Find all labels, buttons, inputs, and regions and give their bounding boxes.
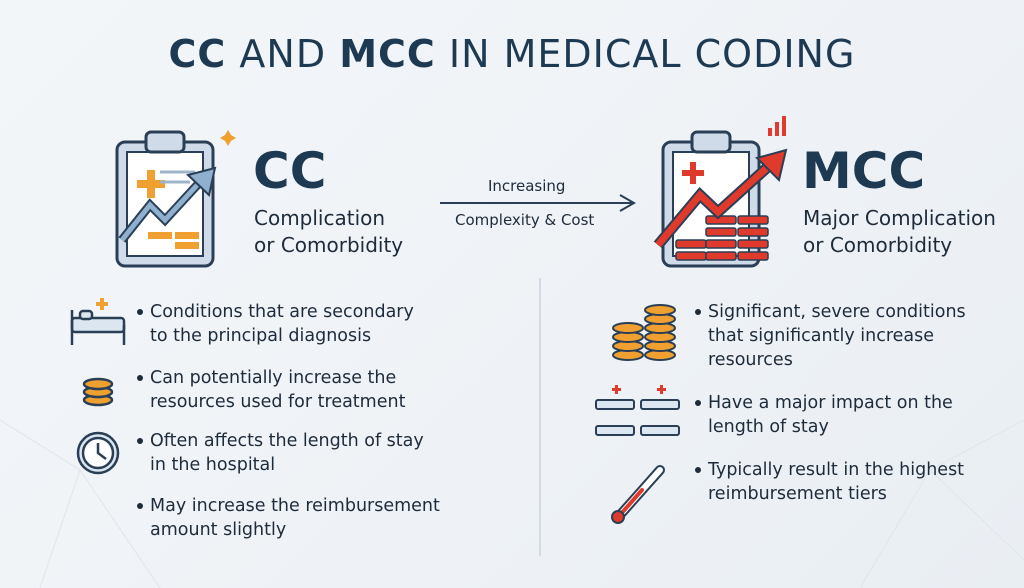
cc-name: Complication xyxy=(254,206,386,230)
bullet-text: amount slightly xyxy=(150,520,287,540)
bullet-dots xyxy=(137,309,701,509)
complexity-arrow xyxy=(440,194,637,212)
mcc-name: Major Complication xyxy=(803,206,996,230)
bullet-text: Can potentially increase the xyxy=(150,368,397,388)
bullet-text: Typically result in the highest xyxy=(708,460,965,480)
background-lines xyxy=(0,419,1024,588)
bullet-text: reimbursement tiers xyxy=(708,484,887,504)
cc-clipboard-icon xyxy=(115,130,236,268)
title-part: IN MEDICAL CODING xyxy=(448,32,856,76)
bullet-text: May increase the reimbursement xyxy=(150,496,440,516)
bullet-text: resources xyxy=(708,350,793,370)
bullet-text: length of stay xyxy=(708,417,829,437)
title: CC AND MCC IN MEDICAL CODING xyxy=(0,32,1024,76)
bullet-text: Often affects the length of stay xyxy=(150,431,424,451)
title-part: MCC xyxy=(339,32,436,76)
mcc-clipboard-icon xyxy=(653,116,788,268)
arrow-label: Complexity & Cost xyxy=(455,211,595,229)
bullet-text: in the hospital xyxy=(150,455,276,475)
bullet-dot xyxy=(137,375,143,381)
left-icons xyxy=(70,298,126,475)
mcc-name: or Comorbidity xyxy=(803,233,953,257)
bullet-dot xyxy=(137,503,143,509)
arrow-label: Increasing xyxy=(488,177,566,195)
mcc-abbr: MCC xyxy=(802,142,926,200)
title-part: AND xyxy=(239,32,327,76)
cc-abbr: CC xyxy=(253,142,327,200)
bullet-text: Conditions that are secondary xyxy=(150,302,414,322)
bullet-dot xyxy=(695,309,701,315)
bullet-text: Have a major impact on the xyxy=(708,393,953,413)
bullet-dot xyxy=(137,309,143,315)
bullet-text: that significantly increase xyxy=(708,326,935,346)
bullet-text: Significant, severe conditions xyxy=(708,302,966,322)
bullet-dot xyxy=(695,400,701,406)
cc-name: or Comorbidity xyxy=(254,233,404,257)
right-icons xyxy=(595,304,680,524)
bullet-text: resources used for treatment xyxy=(150,392,406,412)
bullet-text: to the principal diagnosis xyxy=(150,326,372,346)
bullet-dot xyxy=(695,467,701,473)
bullet-dot xyxy=(137,438,143,444)
title-part: CC xyxy=(168,32,227,76)
